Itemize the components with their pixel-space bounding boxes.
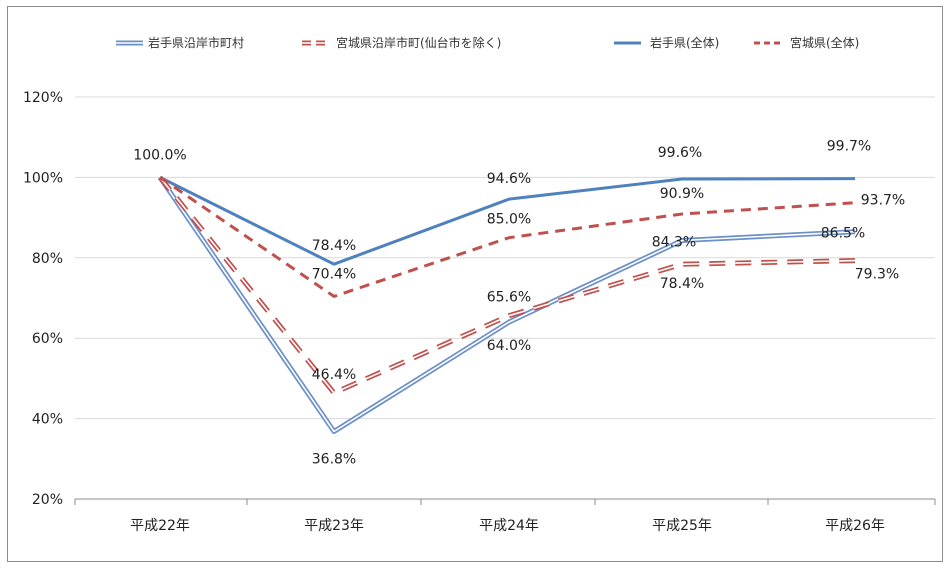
data-label: 85.0% bbox=[487, 212, 531, 228]
series-lines bbox=[157, 175, 856, 434]
data-label: 99.6% bbox=[658, 145, 702, 161]
data-label: 100.0% bbox=[133, 147, 186, 163]
y-tick-label: 20% bbox=[32, 492, 63, 508]
data-label: 46.4% bbox=[312, 367, 356, 383]
data-label: 94.6% bbox=[487, 171, 531, 187]
legend: 岩手県沿岸市町村 宮城県沿岸市町(仙台市を除く) 岩手県(全体) 宮城県(全体) bbox=[116, 35, 859, 50]
x-tick-label: 平成26年 bbox=[825, 518, 885, 534]
data-label: 86.5% bbox=[821, 226, 865, 242]
y-tick-label: 80% bbox=[32, 251, 63, 267]
data-label: 36.8% bbox=[312, 451, 356, 467]
data-label: 70.4% bbox=[312, 266, 356, 282]
x-tick-label: 平成22年 bbox=[130, 518, 190, 534]
y-tick-label: 60% bbox=[32, 331, 63, 347]
legend-label: 岩手県(全体) bbox=[650, 35, 719, 50]
data-label: 78.4% bbox=[312, 238, 356, 254]
x-tick-label: 平成23年 bbox=[304, 518, 364, 534]
data-label: 79.3% bbox=[855, 267, 899, 283]
data-label: 65.6% bbox=[487, 290, 531, 306]
y-tick-label: 120% bbox=[23, 90, 63, 106]
data-label: 93.7% bbox=[861, 193, 905, 209]
axes: 20% 40% 60% 80% 100% 120% 平成22年 平成23年 平成24年 平成25年… bbox=[23, 90, 936, 534]
x-tick-label: 平成25年 bbox=[652, 518, 712, 534]
data-label: 99.7% bbox=[827, 139, 871, 155]
grid-lines bbox=[75, 96, 935, 420]
data-labels: 36.8% 64.0% 84.3% 86.5% 46.4% 65.6% 78.4% 79.3%… bbox=[133, 139, 905, 468]
x-tick-label: 平成24年 bbox=[479, 518, 539, 534]
data-label: 90.9% bbox=[660, 186, 704, 202]
series-line-inner-0 bbox=[159, 176, 856, 433]
chart-frame bbox=[7, 6, 943, 562]
data-label: 64.0% bbox=[487, 338, 531, 354]
y-tick-label: 100% bbox=[23, 170, 63, 186]
legend-label: 宮城県(全体) bbox=[790, 35, 859, 50]
y-tick-label: 40% bbox=[32, 412, 63, 428]
legend-label: 岩手県沿岸市町村 bbox=[148, 35, 244, 50]
data-label: 84.3% bbox=[652, 235, 696, 251]
series-line-inner-1 bbox=[159, 176, 856, 394]
data-label: 78.4% bbox=[660, 276, 704, 292]
series-line-2 bbox=[159, 176, 856, 266]
legend-label: 宮城県沿岸市町(仙台市を除く) bbox=[336, 35, 501, 50]
series-line-3 bbox=[159, 176, 856, 298]
